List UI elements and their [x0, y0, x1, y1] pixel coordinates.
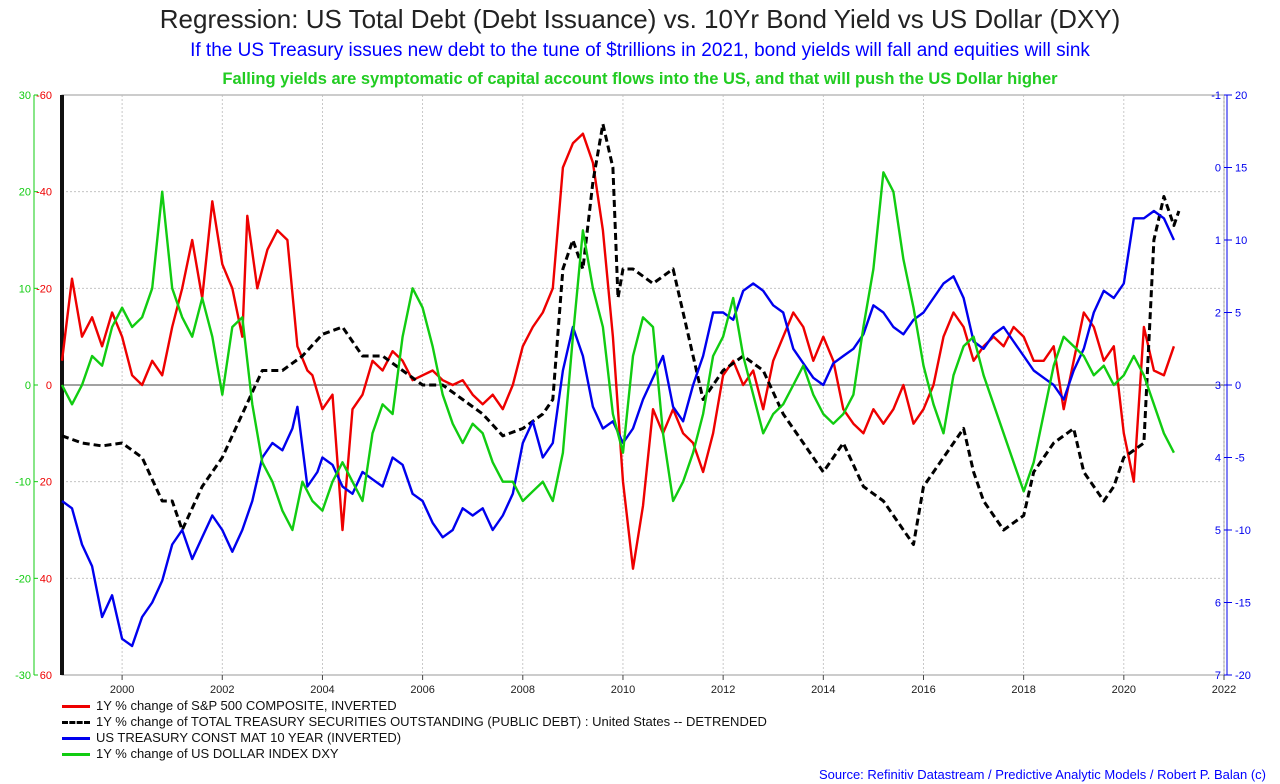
x-tick-label: 2000 [110, 684, 134, 696]
series-line-2 [61, 209, 1175, 648]
legend-item-sp500: 1Y % change of S&P 500 COMPOSITE, INVERT… [62, 698, 767, 714]
blue-right-label: 0 [1215, 163, 1221, 175]
blue-right-label: -1 [1211, 90, 1221, 102]
black-right-label: -15 [1235, 598, 1251, 610]
x-tick-label: 2004 [310, 684, 334, 696]
x-tick-label: 2006 [410, 684, 434, 696]
legend: 1Y % change of S&P 500 COMPOSITE, INVERT… [62, 698, 767, 762]
blue-right-label: 4 [1215, 453, 1221, 465]
green-left-label: -20 [15, 573, 31, 585]
red-left-label: -40 [36, 187, 52, 199]
legend-swatch-black-dashed [62, 720, 90, 724]
x-tick-label: 2016 [911, 684, 935, 696]
legend-item-10yr-yield: US TREASURY CONST MAT 10 YEAR (INVERTED) [62, 730, 767, 746]
legend-label: 1Y % change of S&P 500 COMPOSITE, INVERT… [96, 698, 397, 713]
red-left-label: 60 [40, 670, 52, 682]
blue-right-label: 6 [1215, 598, 1221, 610]
chart-subtitle-1: If the US Treasury issues new debt to th… [190, 40, 1090, 61]
blue-right-label: 7 [1215, 670, 1221, 682]
x-tick-label: 2012 [711, 684, 735, 696]
black-right-label: 20 [1235, 90, 1247, 102]
legend-label: 1Y % change of TOTAL TREASURY SECURITIES… [96, 714, 767, 729]
green-left-label: -10 [15, 477, 31, 489]
green-left-label: 0 [25, 380, 31, 392]
legend-swatch-blue [62, 736, 90, 740]
series-line-3 [60, 171, 1175, 532]
black-right-label: 10 [1235, 235, 1247, 247]
source-credit: Source: Refinitiv Datastream / Predictiv… [818, 767, 1266, 782]
chart-title: Regression: US Total Debt (Debt Issuance… [159, 4, 1121, 34]
red-left-label: 40 [40, 573, 52, 585]
red-left-label: -60 [36, 90, 52, 102]
green-left-label: 10 [19, 283, 31, 295]
blue-right-label: 5 [1215, 525, 1221, 537]
green-left-label: -30 [15, 670, 31, 682]
green-left-label: 30 [19, 90, 31, 102]
black-right-label: -20 [1235, 670, 1251, 682]
x-tick-label: 2022 [1212, 684, 1236, 696]
x-tick-label: 2008 [511, 684, 535, 696]
black-right-label: -5 [1235, 453, 1245, 465]
blue-right-label: 1 [1215, 235, 1221, 247]
legend-item-dxy: 1Y % change of US DOLLAR INDEX DXY [62, 746, 767, 762]
black-right-label: 15 [1235, 163, 1247, 175]
x-tick-label: 2018 [1011, 684, 1035, 696]
x-tick-label: 2010 [611, 684, 635, 696]
black-right-label: 5 [1235, 308, 1241, 320]
green-left-label: 20 [19, 187, 31, 199]
x-tick-label: 2014 [811, 684, 835, 696]
legend-item-public-debt: 1Y % change of TOTAL TREASURY SECURITIES… [62, 714, 767, 730]
legend-label: US TREASURY CONST MAT 10 YEAR (INVERTED) [96, 730, 402, 745]
series-line-1 [61, 122, 1181, 546]
x-tick-label: 2020 [1112, 684, 1136, 696]
blue-right-label: 3 [1215, 380, 1221, 392]
red-left-label: -20 [36, 283, 52, 295]
black-right-label: -10 [1235, 525, 1251, 537]
chart-subtitle-2: Falling yields are symptomatic of capita… [222, 70, 1058, 88]
legend-label: 1Y % change of US DOLLAR INDEX DXY [96, 746, 339, 761]
red-left-label: 0 [46, 380, 52, 392]
legend-swatch-red [62, 704, 90, 708]
black-right-label: 0 [1235, 380, 1241, 392]
x-tick-label: 2002 [210, 684, 234, 696]
blue-right-label: 2 [1215, 308, 1221, 320]
red-left-label: 20 [40, 477, 52, 489]
legend-swatch-green [62, 752, 90, 756]
